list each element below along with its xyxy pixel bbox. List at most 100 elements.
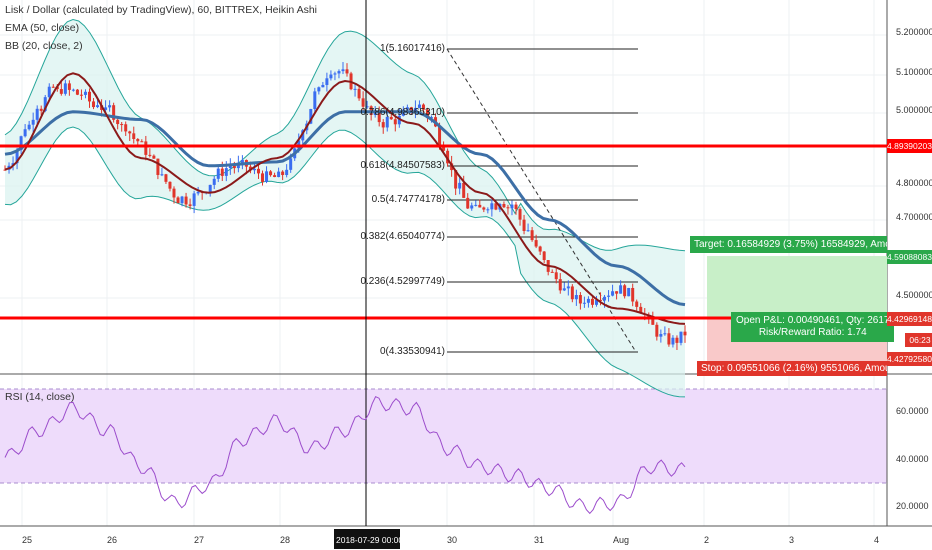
price-tick: 4.70000000 bbox=[896, 212, 932, 222]
price-axis[interactable]: 5.20000000 5.10000000 5.00000000 4.80000… bbox=[896, 27, 932, 300]
rsi-tick: 60.0000 bbox=[896, 406, 929, 416]
fib-level-label: 0(4.33530941) bbox=[379, 346, 445, 357]
candle-body bbox=[19, 136, 23, 151]
candle-body bbox=[252, 168, 256, 171]
candle-body bbox=[522, 219, 526, 231]
fib-level-label: 0.5(4.74774178) bbox=[371, 194, 445, 205]
candle-body bbox=[301, 130, 305, 141]
candle-body bbox=[611, 291, 615, 296]
candle-body bbox=[192, 193, 196, 206]
candle-body bbox=[228, 165, 232, 169]
candle-body bbox=[160, 174, 164, 176]
candle-body bbox=[603, 296, 607, 301]
stop-label[interactable]: Stop: 0.09551066 (2.16%) 9551066, Amount… bbox=[697, 361, 887, 376]
candle-body bbox=[482, 207, 486, 210]
candle-body bbox=[337, 71, 341, 74]
candle-body bbox=[39, 108, 43, 111]
bb-legend[interactable]: BB (20, close, 2) bbox=[5, 40, 83, 52]
fib-level-label: 0.786(4.98365310) bbox=[360, 107, 445, 118]
candle-body bbox=[417, 104, 421, 108]
candle-body bbox=[526, 230, 530, 232]
candle-body bbox=[462, 182, 466, 198]
time-cursor-label-bg bbox=[334, 529, 400, 549]
candle-body bbox=[470, 205, 474, 209]
candle-body bbox=[75, 89, 79, 95]
candle-body bbox=[79, 94, 83, 96]
candle-body bbox=[397, 115, 401, 125]
candle-body bbox=[578, 295, 582, 304]
candle-body bbox=[478, 204, 482, 208]
candle-body bbox=[104, 107, 108, 110]
candle-body bbox=[341, 69, 345, 72]
candle-body bbox=[281, 171, 285, 176]
ema-legend[interactable]: EMA (50, close) bbox=[5, 22, 80, 34]
fib-level-label: 1(5.16017416) bbox=[379, 43, 445, 54]
candle-body bbox=[3, 169, 7, 171]
candle-body bbox=[144, 141, 148, 155]
candle-body bbox=[353, 88, 357, 90]
candle-body bbox=[538, 246, 542, 252]
candle-body bbox=[586, 298, 590, 303]
candle-body bbox=[562, 288, 566, 291]
candle-body bbox=[208, 184, 212, 192]
candle-body bbox=[132, 133, 136, 140]
candle-body bbox=[325, 78, 329, 85]
fib-level-label: 0.382(4.65040774) bbox=[360, 231, 445, 242]
target-label[interactable]: Target: 0.16584929 (3.75%) 16584929, Amo… bbox=[690, 236, 887, 253]
candle-body bbox=[148, 154, 152, 156]
candle-body bbox=[168, 181, 172, 189]
candle-body bbox=[405, 107, 409, 110]
target-zone[interactable] bbox=[707, 256, 887, 318]
candle-body bbox=[454, 170, 458, 189]
candle-body bbox=[594, 299, 598, 305]
candle-body bbox=[120, 124, 124, 126]
time-axis[interactable]: 25 26 27 28 30 31 Aug 2 3 4 2018-07-29 0… bbox=[22, 529, 879, 549]
candle-body bbox=[224, 168, 228, 176]
candle-body bbox=[172, 188, 176, 198]
candle-body bbox=[156, 158, 160, 175]
candle-body bbox=[385, 116, 389, 128]
candle-body bbox=[321, 84, 325, 88]
candle-body bbox=[466, 197, 470, 209]
candle-body bbox=[240, 160, 244, 163]
candle-body bbox=[140, 141, 144, 143]
price-tick: 5.10000000 bbox=[896, 67, 932, 77]
candle-body bbox=[530, 230, 534, 241]
candle-body bbox=[180, 196, 184, 204]
candle-body bbox=[510, 204, 514, 209]
rsi-legend[interactable]: RSI (14, close) bbox=[5, 391, 75, 403]
candle-body bbox=[566, 286, 570, 289]
candle-body bbox=[136, 139, 140, 142]
fib-level-label: 0.236(4.52997749) bbox=[360, 276, 445, 287]
chart-title[interactable]: Lisk / Dollar (calculated by TradingView… bbox=[5, 4, 318, 16]
pnl-label[interactable]: Open P&L: 0.00490461, Qty: 2617 Risk/Rew… bbox=[731, 312, 895, 342]
candle-body bbox=[212, 178, 216, 185]
candle-body bbox=[51, 86, 55, 88]
candle-body bbox=[558, 279, 562, 291]
candle-body bbox=[67, 83, 71, 90]
candle-body bbox=[83, 91, 87, 95]
candle-body bbox=[534, 240, 538, 247]
candle-body bbox=[675, 337, 679, 343]
rsi-axis[interactable]: 60.0000 40.0000 20.0000 bbox=[896, 406, 929, 511]
candle-body bbox=[615, 291, 619, 294]
price-tick: 5.00000000 bbox=[896, 105, 932, 115]
candle-body bbox=[554, 272, 558, 280]
candle-body bbox=[112, 105, 116, 120]
candle-body bbox=[232, 165, 236, 169]
rsi-tick: 40.0000 bbox=[896, 454, 929, 464]
candle-body bbox=[599, 299, 603, 301]
candle-body bbox=[184, 196, 188, 205]
candle-body bbox=[550, 271, 554, 273]
time-tick: 3 bbox=[789, 535, 794, 545]
candle-body bbox=[59, 89, 63, 94]
fib-retracement[interactable] bbox=[447, 48, 638, 353]
candle-body bbox=[486, 209, 490, 211]
candle-body bbox=[430, 117, 434, 119]
candle-body bbox=[442, 146, 446, 151]
candle-body bbox=[285, 169, 289, 176]
candle-body bbox=[671, 337, 675, 345]
current-price-tag: 4.42969148 bbox=[887, 312, 932, 326]
candle-body bbox=[15, 150, 19, 164]
